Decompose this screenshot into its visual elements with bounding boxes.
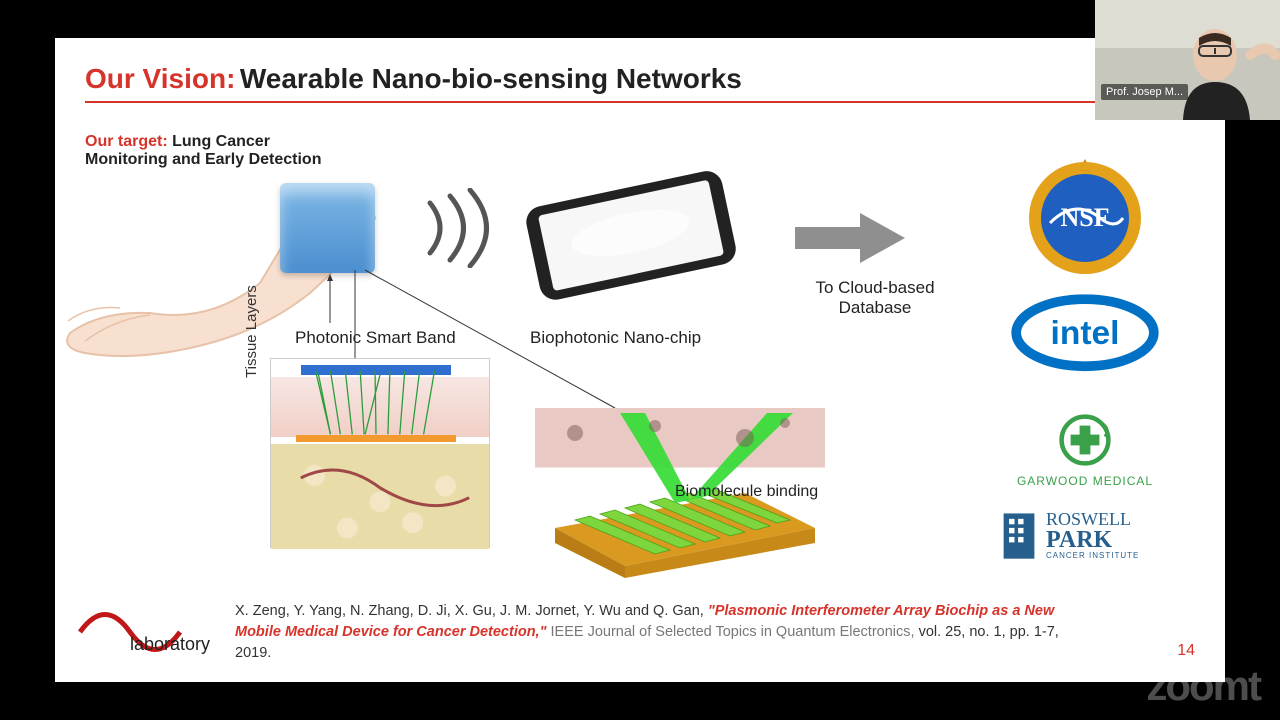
speaker-name: Prof. Josep M... [1101,84,1188,100]
roswell-line1: ROSWELL [1046,510,1139,528]
diagram-area: To Cloud-based Database Photonic Smart B… [55,38,1225,682]
tissue-layers-label: Tissue Layers [243,228,260,378]
roswell-line2: PARK [1046,528,1139,552]
laboratory-logo: laboratory [75,602,225,657]
tissue-layers-diagram [270,358,490,548]
biomolecule-binding-label: Biomolecule binding [675,483,818,501]
garwood-logo: GARWOOD MEDICAL [1000,413,1170,488]
slide-number: 14 [1177,642,1195,660]
roswell-park-logo: ROSWELL PARK CANCER INSTITUTE [1000,508,1170,562]
svg-text:intel: intel [1051,315,1120,352]
slide: Our Vision: Wearable Nano-bio-sensing Ne… [55,38,1225,682]
zoom-watermark: zoomt [1146,662,1260,710]
nsf-text: NSF [1060,203,1109,232]
svg-text:laboratory: laboratory [130,634,210,654]
citation-authors: X. Zeng, Y. Yang, N. Zhang, D. Ji, X. Gu… [235,603,708,619]
intel-logo: intel [1000,293,1170,377]
garwood-text: GARWOOD MEDICAL [1000,474,1170,488]
speaker-thumbnail[interactable]: Prof. Josep M... [1095,0,1280,120]
roswell-line3: CANCER INSTITUTE [1046,552,1139,560]
nsf-logo: NSF [1000,158,1170,283]
citation: X. Zeng, Y. Yang, N. Zhang, D. Ji, X. Gu… [235,601,1085,664]
speaker-avatar-icon [1095,0,1280,120]
citation-journal: IEEE Journal of Selected Topics in Quant… [551,624,919,640]
